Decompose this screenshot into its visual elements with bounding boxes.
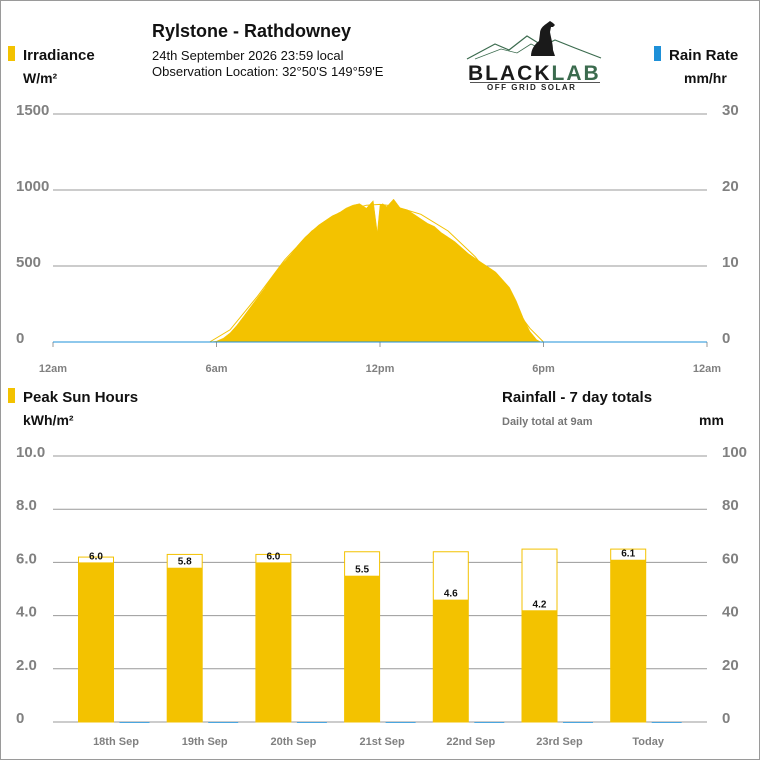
top-x-tick-label: 12am [39, 363, 67, 375]
logo-tagline: OFF GRID SOLAR [484, 83, 580, 92]
bottom-x-tick-label: 21st Sep [359, 736, 405, 748]
psh-bar [610, 559, 646, 722]
bottom-x-tick-label: 23rd Sep [536, 736, 583, 748]
bottom-y-tick-label: 8.0 [16, 497, 37, 514]
top-y-tick-label: 1000 [16, 178, 49, 195]
bottom-y2-tick-label: 60 [722, 550, 739, 567]
bottom-y-tick-label: 2.0 [16, 657, 37, 674]
rainfall-label: Rainfall - 7 day totals [502, 389, 653, 406]
rain-rate-legend-swatch [654, 46, 661, 61]
rainfall-bar [385, 722, 416, 723]
psh-legend-swatch [8, 388, 15, 403]
psh-bar [167, 567, 203, 722]
irradiance-legend-swatch [8, 46, 15, 61]
bottom-y-tick-label: 4.0 [16, 604, 37, 621]
observation-location: Observation Location: 32°50'S 149°59'E [152, 64, 384, 79]
top-y2-tick-label: 30 [722, 102, 739, 119]
psh-value-label: 5.5 [355, 565, 369, 576]
bottom-y2-tick-label: 80 [722, 497, 739, 514]
psh-value-label: 4.2 [533, 599, 547, 610]
top-x-tick-label: 6am [205, 363, 227, 375]
psh-label: Peak Sun Hours [23, 389, 139, 406]
psh-unit: kWh/m² [23, 412, 74, 428]
psh-value-label: 4.6 [444, 589, 458, 600]
top-y-tick-label: 500 [16, 254, 41, 271]
bottom-x-tick-label: 20th Sep [270, 736, 316, 748]
top-y2-tick-label: 0 [722, 330, 730, 347]
logo-word-lab: LAB [551, 62, 601, 85]
station-title: Rylstone - Rathdowney [152, 21, 352, 41]
psh-bar [433, 599, 469, 722]
rainfall-bar [474, 722, 505, 723]
rainfall-bar [119, 722, 150, 723]
rainfall-bar [296, 722, 327, 723]
rain-rate-unit: mm/hr [684, 70, 727, 86]
rainfall-bar [651, 722, 682, 723]
bottom-y2-tick-label: 20 [722, 657, 739, 674]
irradiance-area [209, 198, 542, 343]
logo-mountains-dog-icon [466, 21, 602, 60]
bottom-x-tick-label: 22nd Sep [446, 736, 495, 748]
bottom-y-tick-label: 6.0 [16, 550, 37, 567]
observation-datetime: 24th September 2026 23:59 local [152, 48, 344, 63]
clear-sky-line [209, 203, 544, 343]
bottom-y-tick-label: 0 [16, 710, 24, 727]
psh-bar [344, 575, 380, 722]
logo-rule [470, 82, 600, 83]
irradiance-label: Irradiance [23, 47, 95, 64]
bottom-y-tick-label: 10.0 [16, 444, 45, 461]
rainfall-unit: mm [699, 412, 724, 428]
top-x-tick-label: 6pm [532, 363, 555, 375]
logo-word-black: BLACK [468, 62, 552, 85]
bottom-y2-tick-label: 40 [722, 604, 739, 621]
psh-value-label: 6.0 [89, 551, 103, 562]
rainfall-bar [208, 722, 239, 723]
rainfall-bar [563, 722, 593, 723]
bottom-x-tick-label: Today [632, 736, 664, 748]
rain-rate-label: Rain Rate [669, 47, 739, 64]
psh-value-label: 5.8 [178, 557, 192, 568]
bottom-x-tick-label: 19th Sep [182, 736, 228, 748]
top-y-tick-label: 1500 [16, 102, 49, 119]
psh-value-label: 6.0 [266, 551, 280, 562]
bottom-y2-tick-label: 100 [722, 444, 747, 461]
psh-bar [522, 610, 557, 722]
top-x-tick-label: 12am [693, 363, 721, 375]
irradiance-unit: W/m² [23, 70, 58, 86]
bottom-y2-tick-label: 0 [722, 710, 730, 727]
psh-value-label: 6.1 [621, 549, 635, 560]
psh-bar [255, 562, 291, 722]
psh-bar [78, 562, 114, 722]
bottom-x-tick-label: 18th Sep [93, 736, 139, 748]
top-y2-tick-label: 20 [722, 178, 739, 195]
top-x-tick-label: 12pm [366, 363, 395, 375]
blacklab-logo [465, 16, 605, 96]
top-y-tick-label: 0 [16, 330, 24, 347]
logo-wordmark: BLACKLAB [468, 62, 601, 86]
top-y2-tick-label: 10 [722, 254, 739, 271]
rainfall-note: Daily total at 9am [502, 416, 593, 428]
